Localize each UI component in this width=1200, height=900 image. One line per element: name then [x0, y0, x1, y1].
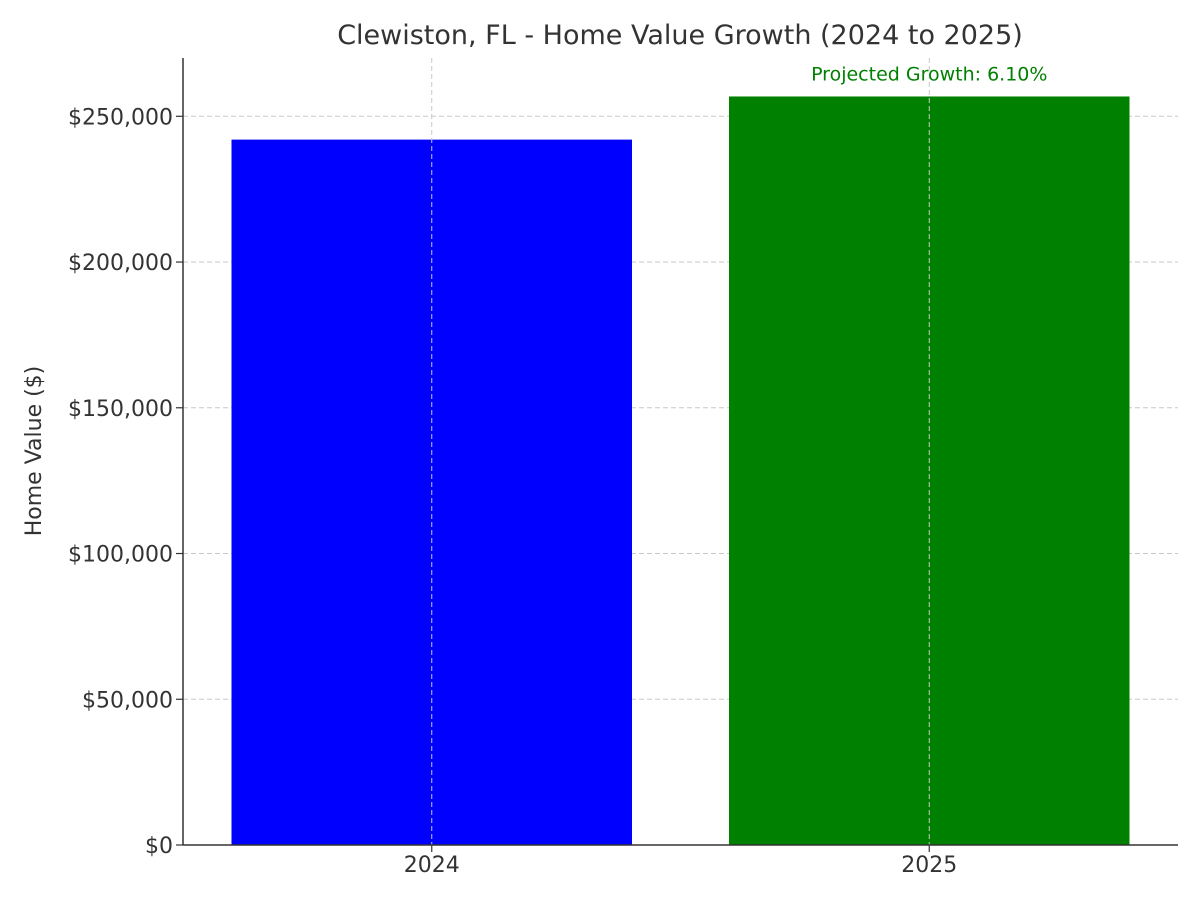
y-tick-label: $200,000	[68, 251, 173, 276]
axes	[176, 58, 1178, 852]
y-tick-label: $250,000	[68, 105, 173, 130]
x-grid-lines	[431, 58, 930, 845]
chart-title: Clewiston, FL - Home Value Growth (2024 …	[337, 20, 1023, 51]
growth-annotation: Projected Growth: 6.10%	[811, 63, 1047, 85]
y-tick-label: $0	[145, 834, 173, 859]
y-tick-label: $50,000	[82, 688, 173, 713]
x-tick-label: 2025	[901, 853, 957, 878]
y-tick-label: $100,000	[68, 543, 173, 568]
x-tick-label: 2024	[404, 853, 460, 878]
tick-labels: $0 $50,000 $100,000 $150,000 $200,000 $250,00…	[68, 105, 957, 878]
y-tick-label: $150,000	[68, 397, 173, 422]
y-axis-label: Home Value ($)	[22, 366, 47, 537]
bars	[231, 96, 1130, 846]
